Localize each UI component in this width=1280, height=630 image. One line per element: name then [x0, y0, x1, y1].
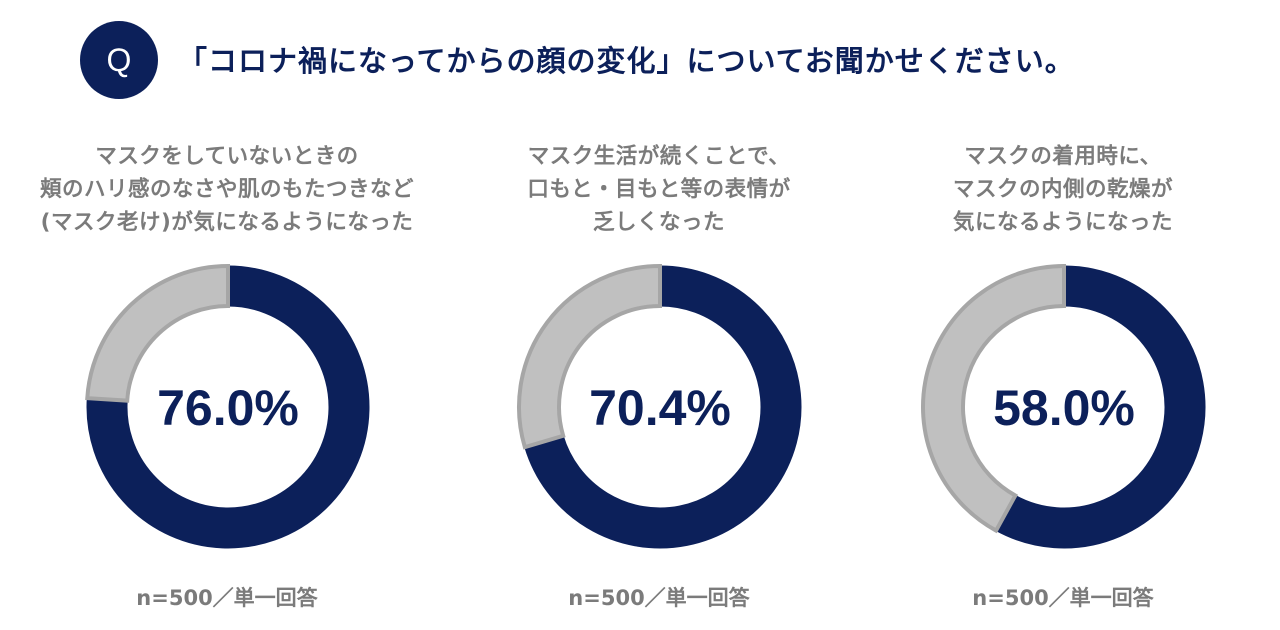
chart-caption-1: マスクをしていないときの 頬のハリ感のなさや肌のもたつきなど (マスク老け)が気… — [14, 140, 440, 239]
question-badge: Q — [80, 21, 158, 99]
question-header: Q 「コロナ禍になってからの顔の変化」についてお聞かせください。 — [0, 0, 1280, 100]
caption-line: マスクをしていないときの — [95, 144, 359, 169]
chart-caption-3: マスクの着用時に、 マスクの内側の乾燥が 気になるようになった — [850, 140, 1276, 239]
caption-line: マスクの内側の乾燥が — [952, 177, 1173, 202]
donut-segment-remainder — [85, 263, 230, 403]
chart-panel-1: マスクをしていないときの 頬のハリ感のなさや肌のもたつきなど (マスク老け)が気… — [14, 140, 440, 630]
caption-line: 口もと・目もと等の表情が — [527, 177, 791, 202]
sample-note-1: n=500／単一回答 — [136, 586, 318, 610]
sample-note-3: n=500／単一回答 — [972, 586, 1154, 610]
donut-center-label: 76.0% — [157, 380, 299, 436]
chart-caption-2: マスク生活が続くことで、 口もと・目もと等の表情が 乏しくなった — [446, 140, 872, 239]
donut-chart-1: 76.0% — [85, 263, 370, 549]
donut-center-label: 70.4% — [589, 380, 731, 436]
caption-line: 乏しくなった — [592, 210, 725, 235]
caption-line: マスク生活が続くことで、 — [527, 144, 791, 169]
caption-line: 頬のハリ感のなさや肌のもたつきなど — [39, 177, 414, 202]
caption-line: マスクの着用時に、 — [964, 144, 1162, 169]
sample-note-2: n=500／単一回答 — [568, 586, 750, 610]
caption-line: (マスク老け)が気になるようになった — [40, 210, 414, 235]
donut-chart-3: 58.0% — [921, 263, 1206, 549]
donut-segment-value — [995, 265, 1206, 549]
donut-segment-remainder — [921, 263, 1066, 534]
donut-center-label: 58.0% — [993, 380, 1135, 436]
donut-segment-value — [524, 265, 802, 549]
donut-segment-value — [86, 265, 370, 549]
caption-line: 気になるようになった — [952, 210, 1173, 235]
chart-panel-2: マスク生活が続くことで、 口もと・目もと等の表情が 乏しくなった 70.4% n… — [446, 140, 872, 630]
question-title: 「コロナ禍になってからの顔の変化」についてお聞かせください。 — [178, 44, 1075, 78]
chart-panel-3: マスクの着用時に、 マスクの内側の乾燥が 気になるようになった 58.0% n=… — [850, 140, 1276, 630]
donut-segment-remainder — [517, 263, 662, 450]
donut-chart-2: 70.4% — [517, 263, 802, 549]
